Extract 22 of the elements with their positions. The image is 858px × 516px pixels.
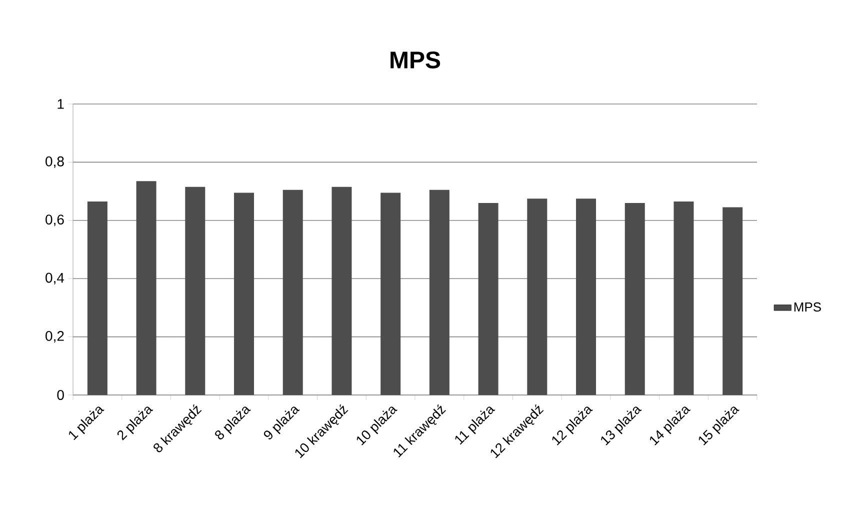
y-tick-label: 0 <box>57 390 64 400</box>
bar <box>185 186 206 395</box>
bar <box>429 190 450 395</box>
bar <box>722 207 743 395</box>
bar <box>234 192 254 395</box>
chart-title: MPS <box>390 51 440 68</box>
bar <box>282 190 303 395</box>
y-tick-label: 1 <box>58 99 64 109</box>
bar <box>478 202 498 395</box>
y-tick-label: 0,8 <box>46 156 64 168</box>
legend-label: MPS <box>794 302 821 312</box>
y-tick-label: 0,6 <box>46 214 64 226</box>
bar <box>136 181 156 395</box>
y-tick-label: 0,4 <box>46 272 64 284</box>
bar <box>332 186 352 395</box>
bar <box>527 198 548 395</box>
bar <box>380 192 401 395</box>
bar <box>624 202 645 395</box>
bar <box>576 198 596 395</box>
y-tick-label: 0,2 <box>46 331 64 343</box>
bar <box>87 201 108 395</box>
bar <box>674 201 694 395</box>
